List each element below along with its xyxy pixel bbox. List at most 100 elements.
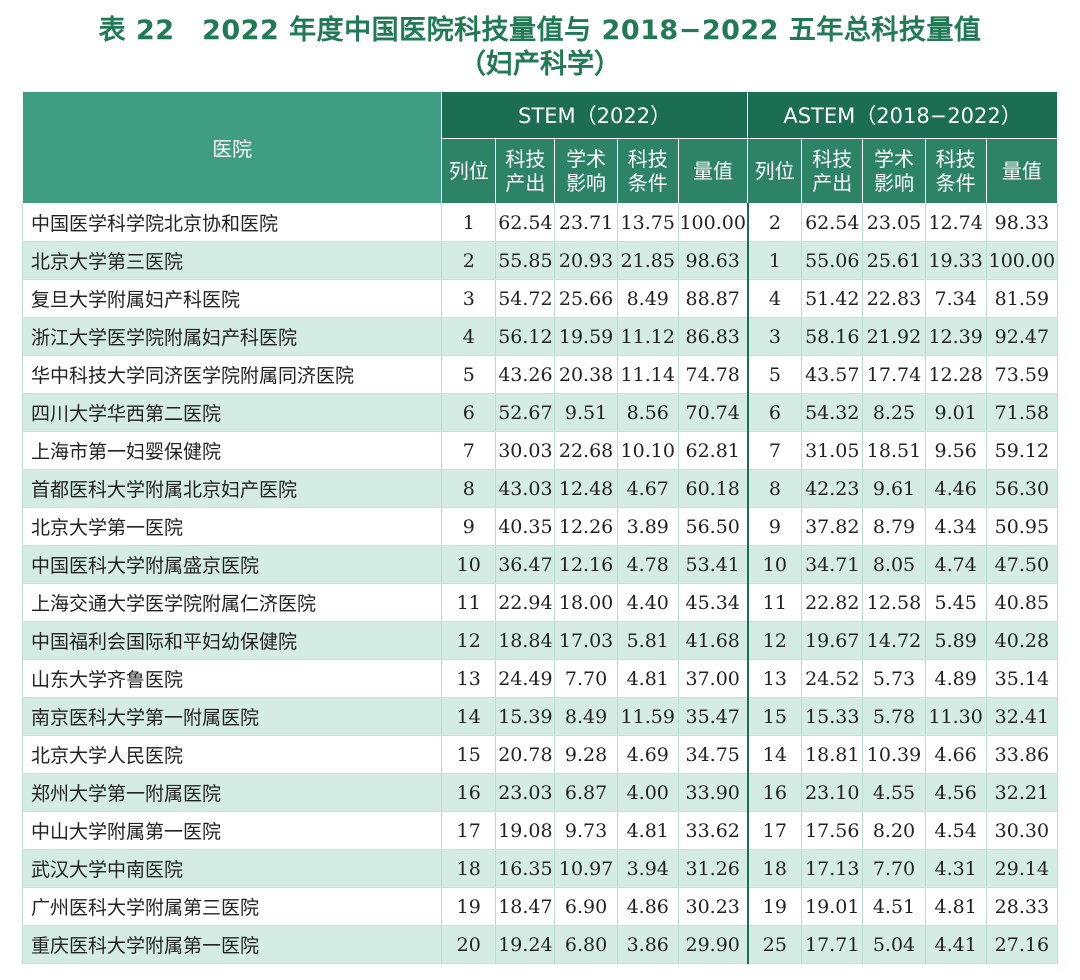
stem-rank-cell: 3 bbox=[441, 279, 497, 318]
astem-rank-cell: 4 bbox=[746, 279, 803, 318]
table-row: 华中科技大学同济医学院附属同济医院 5 43.26 20.38 11.14 74.78 5 4… bbox=[21, 355, 1059, 394]
stem-conditions-cell: 4.81 bbox=[617, 811, 679, 850]
stem-conditions-cell: 4.00 bbox=[617, 773, 679, 812]
stem-value-cell: 100.00 bbox=[678, 203, 749, 242]
astem-output-header: 科技 产出 bbox=[801, 138, 864, 204]
table-row: 山东大学齐鲁医院 13 24.49 7.70 4.81 37.00 13 24.52 5.73 4… bbox=[21, 659, 1059, 698]
astem-value-cell: 40.85 bbox=[986, 583, 1059, 622]
stem-impact-cell: 17.03 bbox=[554, 621, 618, 660]
stem-impact-cell: 8.49 bbox=[554, 697, 618, 736]
stem-value-cell: 70.74 bbox=[678, 393, 749, 432]
stem-conditions-cell: 8.56 bbox=[617, 393, 679, 432]
astem-value-cell: 40.28 bbox=[986, 621, 1059, 660]
hospital-name-cell: 南京医科大学第一附属医院 bbox=[21, 697, 443, 736]
astem-conditions-cell: 4.74 bbox=[925, 545, 987, 584]
astem-conditions-cell: 5.45 bbox=[925, 583, 987, 622]
ranking-table: 医院 STEM（2022） ASTEM（2018−2022） 列位 科技 产出 … bbox=[21, 91, 1059, 964]
stem-impact-cell: 7.70 bbox=[554, 659, 618, 698]
astem-conditions-cell: 12.28 bbox=[925, 355, 987, 394]
astem-rank-cell: 2 bbox=[746, 203, 803, 242]
astem-output-cell: 55.06 bbox=[801, 241, 864, 280]
stem-conditions-cell: 13.75 bbox=[617, 203, 679, 242]
astem-output-cell: 24.52 bbox=[801, 659, 864, 698]
stem-value-cell: 74.78 bbox=[678, 355, 749, 394]
table-row: 首都医科大学附属北京妇产医院 8 43.03 12.48 4.67 60.18 8 42.23… bbox=[21, 469, 1059, 508]
astem-conditions-cell: 4.81 bbox=[925, 887, 987, 926]
stem-output-cell: 55.85 bbox=[495, 241, 556, 280]
stem-impact-cell: 12.26 bbox=[554, 507, 618, 546]
stem-impact-cell: 12.16 bbox=[554, 545, 618, 584]
astem-impact-cell: 25.61 bbox=[862, 241, 926, 280]
astem-conditions-cell: 9.56 bbox=[925, 431, 987, 470]
astem-rank-cell: 11 bbox=[746, 583, 803, 622]
stem-impact-cell: 9.51 bbox=[554, 393, 618, 432]
astem-value-cell: 92.47 bbox=[986, 317, 1059, 356]
stem-value-cell: 34.75 bbox=[678, 735, 749, 774]
stem-rank-cell: 14 bbox=[441, 697, 497, 736]
astem-conditions-cell: 4.56 bbox=[925, 773, 987, 812]
table-row: 南京医科大学第一附属医院 14 15.39 8.49 11.59 35.47 15 15.33… bbox=[21, 697, 1059, 736]
astem-output-cell: 31.05 bbox=[801, 431, 864, 470]
astem-conditions-cell: 4.41 bbox=[925, 925, 987, 964]
stem-conditions-cell: 11.12 bbox=[617, 317, 679, 356]
stem-group-header: STEM（2022） bbox=[441, 91, 749, 139]
stem-output-cell: 62.54 bbox=[495, 203, 556, 242]
table-row: 中国福利会国际和平妇幼保健院 12 18.84 17.03 5.81 41.68 12 19.… bbox=[21, 621, 1059, 660]
stem-output-cell: 18.47 bbox=[495, 887, 556, 926]
stem-conditions-cell: 4.86 bbox=[617, 887, 679, 926]
stem-rank-cell: 16 bbox=[441, 773, 497, 812]
stem-value-cell: 56.50 bbox=[678, 507, 749, 546]
stem-conditions-cell: 4.69 bbox=[617, 735, 679, 774]
stem-rank-cell: 10 bbox=[441, 545, 497, 584]
astem-impact-cell: 22.83 bbox=[862, 279, 926, 318]
astem-impact-cell: 17.74 bbox=[862, 355, 926, 394]
stem-output-cell: 20.78 bbox=[495, 735, 556, 774]
stem-impact-cell: 6.87 bbox=[554, 773, 618, 812]
stem-value-header: 量值 bbox=[677, 138, 749, 204]
table-row: 中国医科大学附属盛京医院 10 36.47 12.16 4.78 53.41 10 34.71… bbox=[21, 545, 1059, 584]
stem-value-cell: 29.90 bbox=[678, 925, 749, 964]
hospital-name-cell: 中国福利会国际和平妇幼保健院 bbox=[21, 621, 443, 660]
hospital-name-cell: 北京大学人民医院 bbox=[21, 735, 443, 774]
astem-impact-cell: 7.70 bbox=[862, 849, 926, 888]
stem-rank-cell: 18 bbox=[441, 849, 497, 888]
stem-conditions-cell: 4.81 bbox=[617, 659, 679, 698]
astem-value-cell: 47.50 bbox=[986, 545, 1059, 584]
astem-impact-cell: 21.92 bbox=[862, 317, 926, 356]
stem-conditions-cell: 3.89 bbox=[617, 507, 679, 546]
astem-value-cell: 98.33 bbox=[986, 203, 1059, 242]
astem-impact-cell: 4.55 bbox=[862, 773, 926, 812]
stem-conditions-header: 科技 条件 bbox=[616, 138, 679, 204]
stem-rank-cell: 17 bbox=[441, 811, 497, 850]
astem-rank-cell: 18 bbox=[746, 849, 803, 888]
astem-impact-cell: 5.73 bbox=[862, 659, 926, 698]
table-body: 中国医学科学院北京协和医院 1 62.54 23.71 13.75 100.00 2 62.5… bbox=[21, 203, 1059, 964]
stem-conditions-cell: 3.94 bbox=[617, 849, 679, 888]
stem-rank-cell: 1 bbox=[441, 203, 497, 242]
astem-impact-cell: 8.20 bbox=[862, 811, 926, 850]
astem-impact-cell: 18.51 bbox=[862, 431, 926, 470]
stem-rank-cell: 19 bbox=[441, 887, 497, 926]
astem-conditions-cell: 4.46 bbox=[925, 469, 987, 508]
stem-output-cell: 18.84 bbox=[495, 621, 556, 660]
table-row: 中山大学附属第一医院 17 19.08 9.73 4.81 33.62 17 17.56 8.2… bbox=[21, 811, 1059, 850]
stem-output-cell: 56.12 bbox=[495, 317, 556, 356]
stem-rank-cell: 7 bbox=[441, 431, 497, 470]
astem-rank-cell: 19 bbox=[746, 887, 803, 926]
astem-impact-cell: 8.25 bbox=[862, 393, 926, 432]
astem-value-cell: 32.21 bbox=[986, 773, 1059, 812]
stem-conditions-cell: 8.49 bbox=[617, 279, 679, 318]
astem-impact-cell: 12.58 bbox=[862, 583, 926, 622]
astem-group-header: ASTEM（2018−2022） bbox=[747, 91, 1058, 139]
stem-rank-cell: 12 bbox=[441, 621, 497, 660]
stem-rank-cell: 6 bbox=[441, 393, 497, 432]
stem-conditions-cell: 3.86 bbox=[617, 925, 679, 964]
hospital-name-cell: 上海交通大学医学院附属仁济医院 bbox=[21, 583, 443, 622]
hospital-name-cell: 浙江大学医学院附属妇产科医院 bbox=[21, 317, 443, 356]
hospital-name-cell: 中山大学附属第一医院 bbox=[21, 811, 443, 850]
astem-impact-header: 学术 影响 bbox=[862, 138, 926, 204]
stem-impact-cell: 19.59 bbox=[554, 317, 618, 356]
hospital-name-cell: 山东大学齐鲁医院 bbox=[21, 659, 443, 698]
astem-conditions-cell: 9.01 bbox=[925, 393, 987, 432]
astem-output-cell: 17.56 bbox=[801, 811, 864, 850]
